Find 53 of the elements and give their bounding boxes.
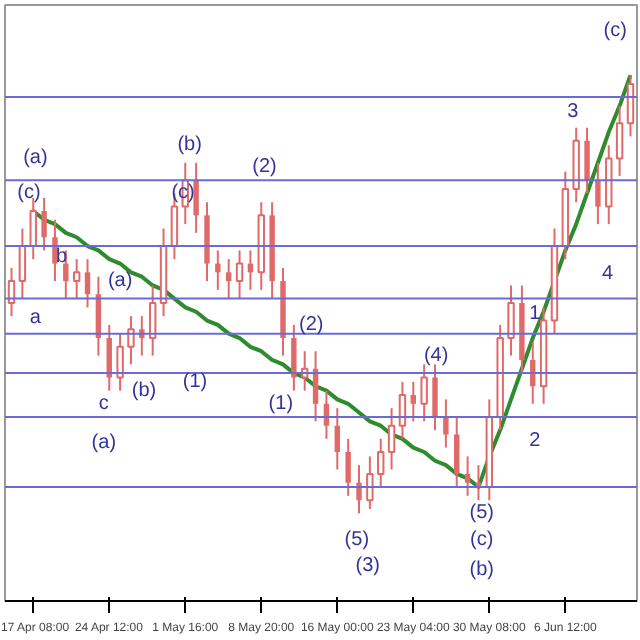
annotation: 3 — [567, 101, 580, 124]
candlestick — [595, 161, 601, 226]
candlestick — [398, 380, 407, 440]
candlestick — [507, 284, 515, 357]
candlestick — [464, 455, 471, 497]
candlestick — [225, 258, 232, 300]
candlestick — [454, 415, 460, 489]
candlestick — [291, 323, 297, 392]
annotation: (c) — [17, 182, 41, 205]
annotation: 1 — [529, 302, 542, 325]
annotation: (2) — [299, 313, 324, 336]
annotation: c — [98, 392, 109, 415]
annotation: (b) — [177, 134, 202, 157]
candlestick — [148, 284, 157, 357]
text: (c) — [603, 20, 627, 43]
candlestick — [334, 407, 340, 471]
annotation: (1) — [268, 392, 294, 415]
candlestick — [615, 104, 624, 177]
annotation: (1) — [182, 370, 208, 393]
annotation: (a) — [91, 432, 117, 455]
annotation: (5) — [469, 502, 494, 525]
candlestick — [410, 380, 417, 423]
candlestick — [420, 363, 428, 423]
annotation: 4 — [602, 263, 615, 286]
annotation: (b) — [131, 379, 157, 402]
candlestick — [72, 258, 81, 300]
annotation: (a) — [23, 147, 48, 170]
candlestick — [41, 196, 47, 252]
candlestick — [63, 249, 69, 300]
annotation: (a) — [107, 270, 133, 293]
candlestick — [345, 437, 351, 497]
annotation: (4) — [423, 344, 449, 367]
candlestick — [443, 398, 449, 449]
text: (5) — [344, 528, 370, 551]
candlestick — [235, 249, 244, 300]
candlestick — [584, 126, 590, 195]
candlestick — [84, 258, 91, 309]
candlestick — [52, 218, 58, 283]
candlestick — [356, 464, 362, 515]
annotation: (2) — [252, 156, 277, 179]
candlestick — [387, 407, 396, 471]
text: (b) — [469, 559, 494, 582]
annotation: 2 — [529, 429, 542, 452]
candlestick — [432, 363, 438, 432]
candlestick — [18, 227, 27, 300]
candlestick — [215, 249, 221, 291]
candlestick — [377, 437, 385, 489]
text: (3) — [355, 554, 380, 577]
candlestick — [366, 455, 374, 510]
candlestick — [193, 161, 199, 234]
text: (c) — [470, 528, 494, 551]
annotation: a — [29, 307, 42, 330]
candlestick — [626, 74, 635, 138]
